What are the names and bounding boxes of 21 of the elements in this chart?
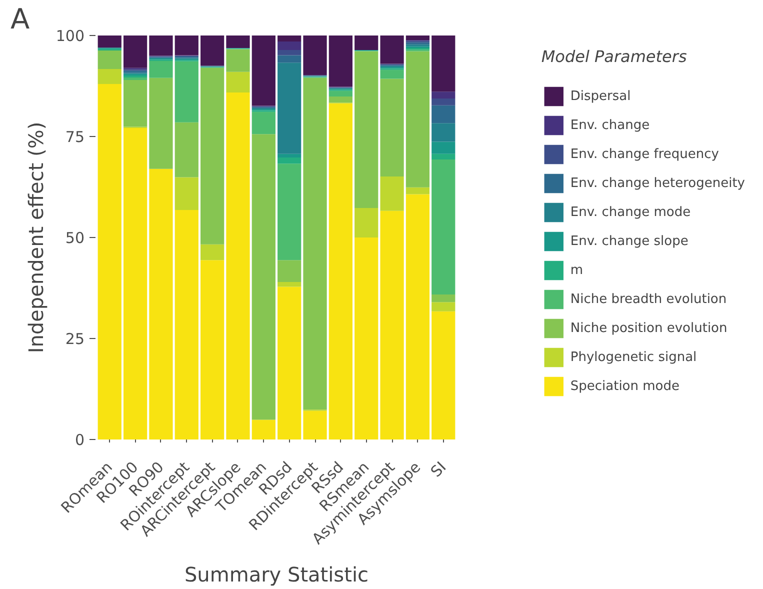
legend-label: Speciation mode — [570, 378, 680, 394]
text: A — [10, 2, 30, 36]
legend-label: Env. change slope — [570, 234, 688, 248]
legend-label: Env. change — [570, 118, 650, 132]
legend-title: Model Parameters — [541, 47, 688, 66]
legend-label: Env. change mode — [570, 204, 691, 220]
y-axis-title: Independent effect (%) — [24, 122, 48, 354]
legend-label: Niche breadth evolution — [570, 292, 727, 306]
y-tick-label: 75 — [65, 128, 85, 146]
legend-label: Phylogenetic signal — [570, 350, 697, 364]
legend-label: m — [570, 262, 584, 278]
legend-label: Dispersal — [570, 88, 631, 104]
x-tick-label: SI — [427, 458, 450, 481]
legend-label: Env. change heterogeneity — [570, 176, 745, 190]
legend-label: Env. change frequency — [570, 146, 719, 162]
legend-label: Niche position evolution — [570, 320, 728, 336]
y-tick-label: 50 — [65, 229, 85, 247]
y-tick-label: 25 — [65, 330, 85, 348]
y-tick-label: 0 — [74, 431, 85, 449]
y-tick-label: 100 — [56, 27, 85, 45]
x-axis-title: Summary Statistic — [184, 562, 369, 586]
